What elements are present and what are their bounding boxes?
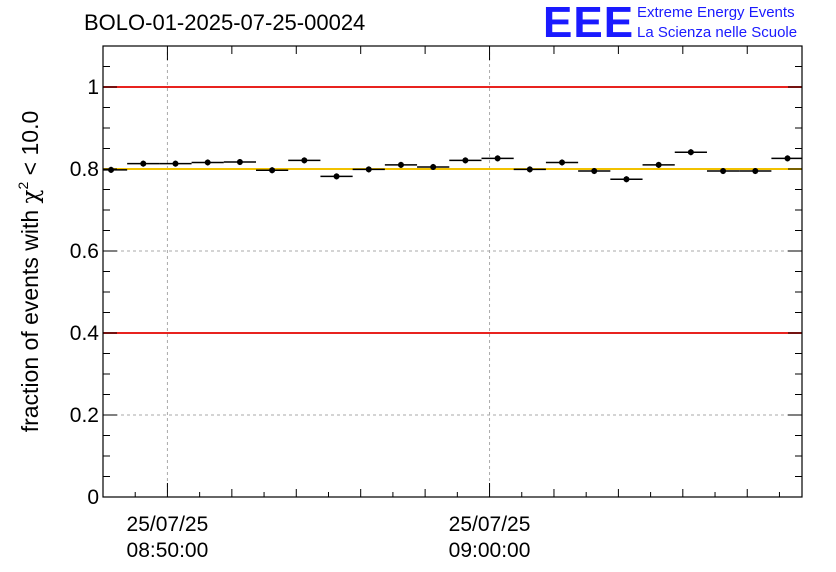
data-point [720,168,727,175]
data-point [591,168,598,175]
data-point [655,161,662,168]
x-tick-time: 08:50:00 [127,539,209,562]
x-tick-time: 09:00:00 [449,539,531,562]
logo-text-line1: Extreme Energy Events [637,4,795,21]
data-point [526,166,533,173]
data-point [752,168,759,175]
data-point [784,155,791,162]
y-tick-label: 0.8 [70,158,99,181]
data-point [397,161,404,168]
x-tick-date: 25/07/25 [127,513,209,536]
logo-text-line2: La Scienza nelle Scuole [637,24,798,41]
data-point [204,159,211,166]
data-point [333,173,340,180]
data-point [623,176,630,183]
data-point [172,160,179,167]
y-tick-label: 0.2 [70,404,99,427]
y-tick-label: 1 [87,76,99,99]
data-point [236,159,243,166]
y-tick-label: 0.4 [70,322,100,345]
x-tick-date: 25/07/25 [449,513,531,536]
data-point [269,167,276,174]
data-point [687,149,694,156]
data-point [365,166,372,173]
eee-logo: EEE [543,0,635,47]
plot-frame [102,45,803,498]
y-tick-label: 0 [87,486,99,509]
data-point [301,157,308,164]
data-point [462,157,469,164]
data-point [559,159,566,166]
data-point [108,166,115,173]
chart-title: BOLO-01-2025-07-25-00024 [84,10,366,35]
data-point [494,155,501,162]
y-axis-label: fraction of events with χ2 < 10.0 [15,111,44,433]
y-tick-label: 0.6 [70,240,99,263]
data-point [430,163,437,170]
data-point [140,160,147,167]
